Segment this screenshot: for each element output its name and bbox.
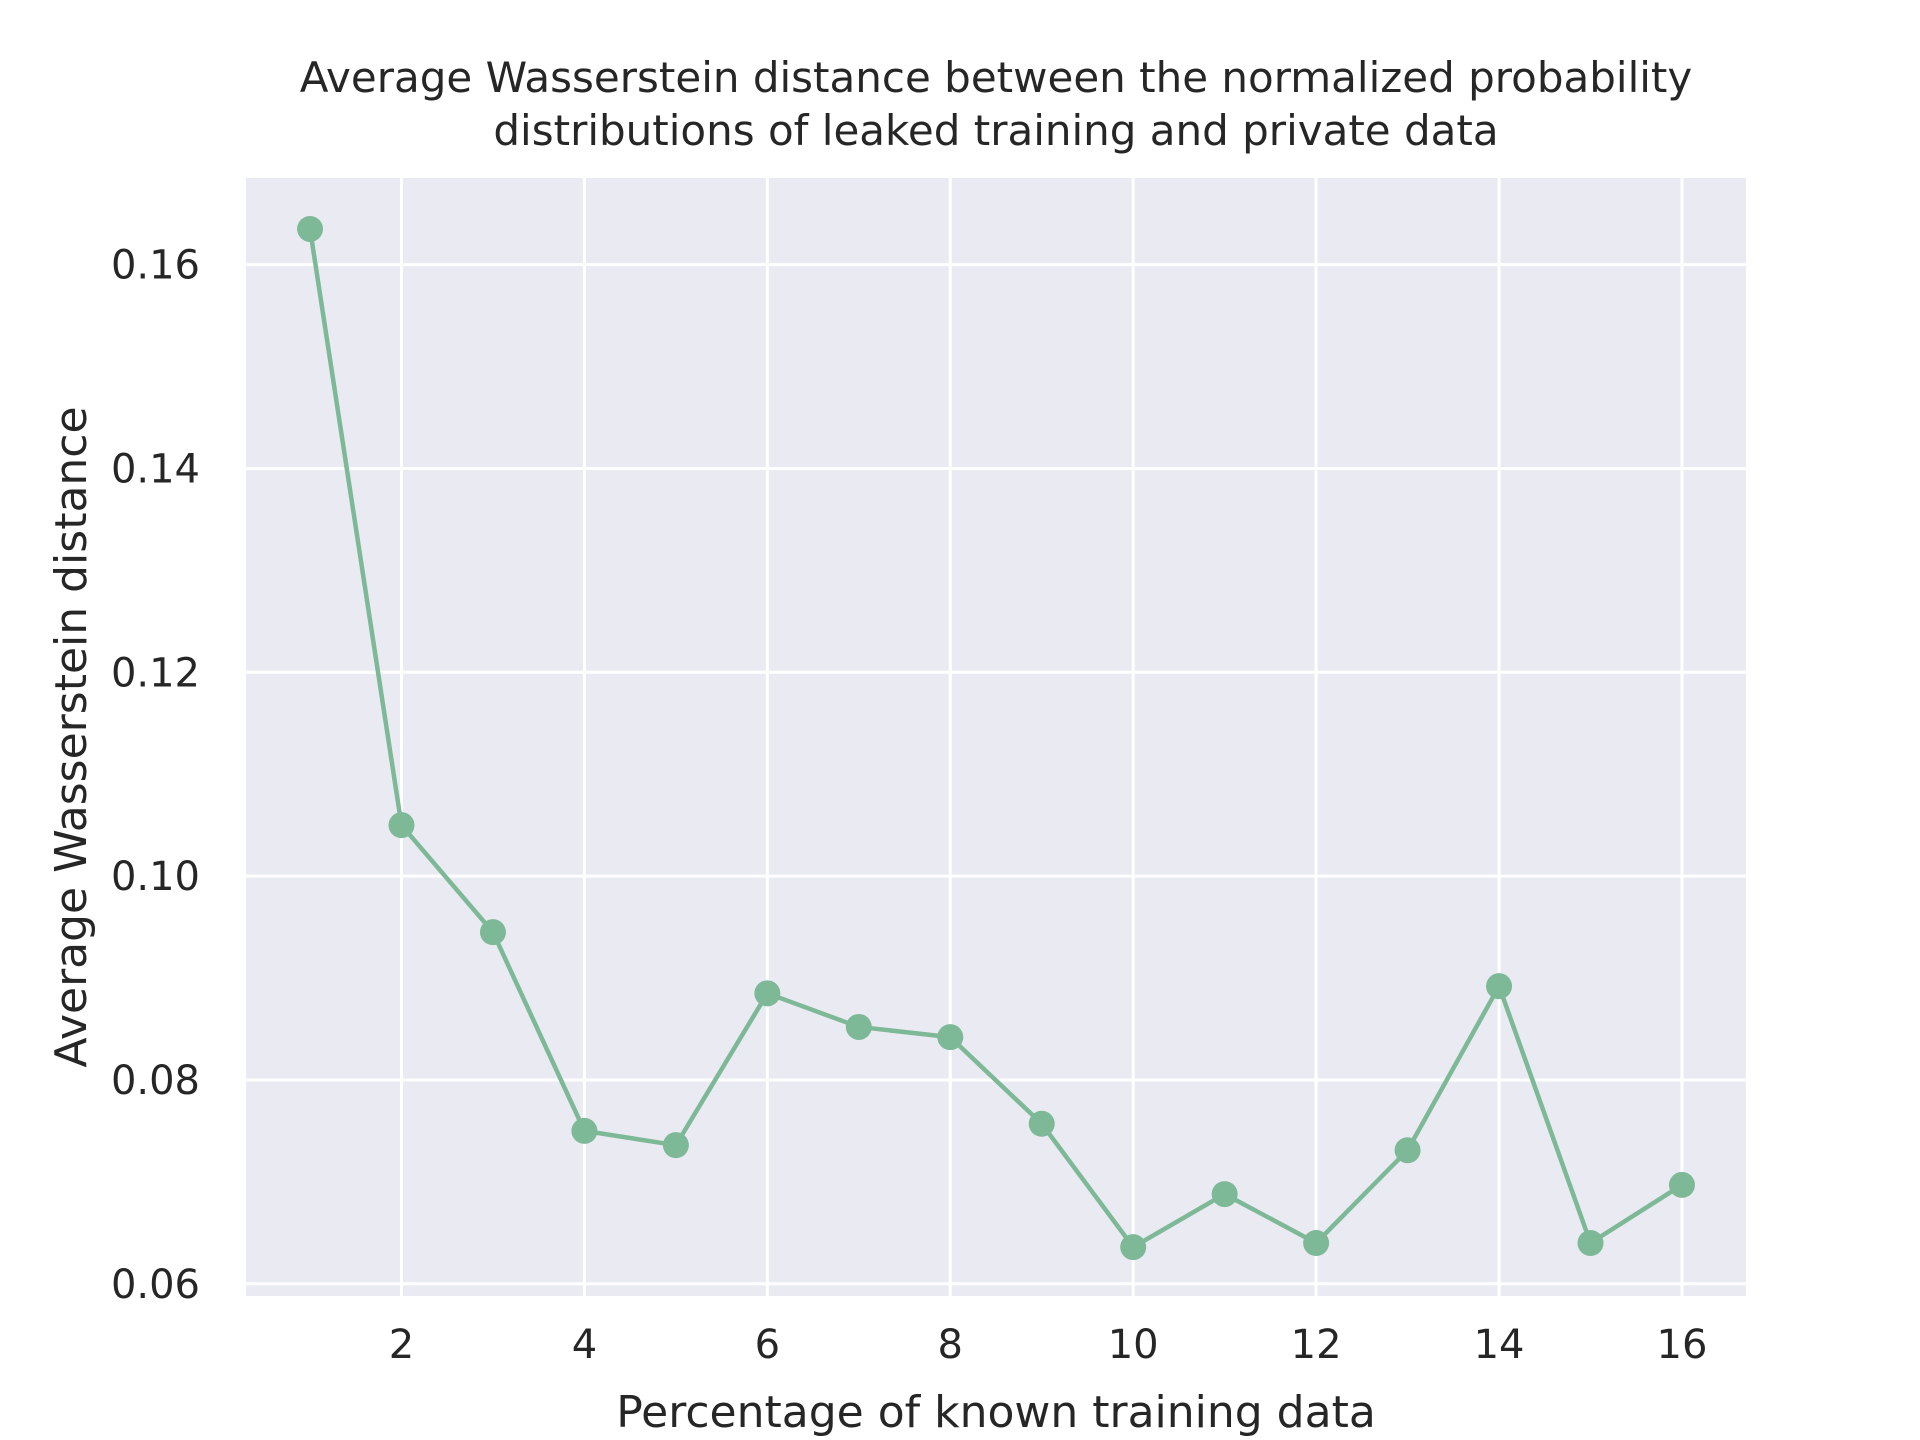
data-point — [1486, 973, 1513, 1000]
x-tick-label: 10 — [1108, 1322, 1159, 1368]
y-tick-label: 0.06 — [111, 1262, 200, 1308]
series-line — [307, 228, 1684, 1250]
data-point — [754, 980, 781, 1007]
chart-title-line-1: Average Wasserstein distance between the… — [300, 53, 1692, 102]
x-tick-label: 4 — [572, 1322, 597, 1368]
data-point — [1668, 1171, 1695, 1198]
data-point — [1120, 1234, 1147, 1261]
y-tick-label: 0.14 — [111, 446, 200, 492]
y-tick-label: 0.10 — [111, 854, 200, 900]
data-point — [1028, 1110, 1055, 1137]
x-tick-label: 12 — [1291, 1322, 1342, 1368]
y-tick-label: 0.16 — [111, 243, 200, 289]
data-point — [845, 1013, 872, 1040]
data-point — [297, 215, 324, 242]
data-point — [479, 919, 506, 946]
x-tick-label: 14 — [1474, 1322, 1525, 1368]
y-tick-label: 0.12 — [111, 650, 200, 696]
data-point — [571, 1117, 598, 1144]
data-point — [937, 1024, 964, 1051]
y-tick-labels: 0.06 0.08 0.10 0.12 0.14 0.16 — [111, 243, 200, 1308]
series-layer — [297, 215, 1695, 1261]
data-point — [1577, 1230, 1604, 1257]
data-point — [662, 1132, 689, 1159]
x-tick-label: 8 — [938, 1322, 963, 1368]
x-axis-label: Percentage of known training data — [616, 1387, 1376, 1438]
y-tick-label: 0.08 — [111, 1058, 200, 1104]
chart-title-line-2: distributions of leaked training and pri… — [493, 106, 1498, 155]
data-point — [1394, 1137, 1421, 1164]
y-gridlines — [246, 263, 1746, 1286]
plot-area — [246, 178, 1746, 1296]
x-tick-label: 6 — [755, 1322, 780, 1368]
data-point — [1303, 1230, 1330, 1257]
data-point — [1211, 1181, 1238, 1208]
data-point — [388, 812, 415, 839]
x-gridlines — [399, 178, 1684, 1296]
x-tick-label: 2 — [389, 1322, 414, 1368]
y-axis-label: Average Wasserstein distance — [46, 406, 97, 1067]
x-tick-label: 16 — [1657, 1322, 1708, 1368]
x-tick-labels: 2 4 6 8 10 12 14 16 — [389, 1322, 1708, 1368]
